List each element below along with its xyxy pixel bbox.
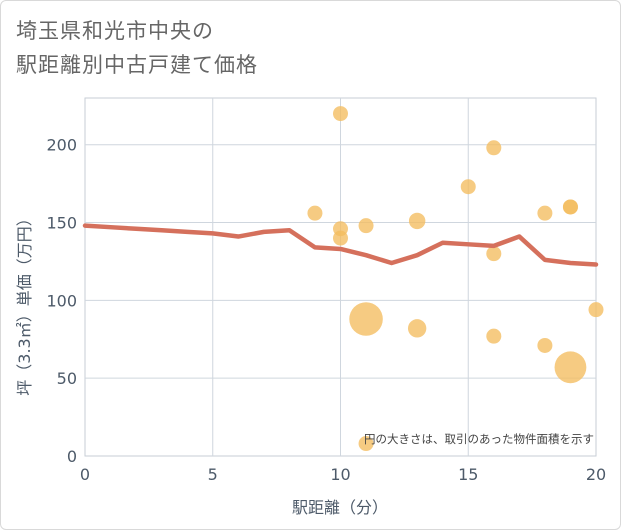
- data-bubble: [537, 205, 553, 221]
- data-bubble: [554, 351, 587, 384]
- data-bubble: [562, 199, 578, 215]
- x-tick-label: 20: [586, 465, 606, 484]
- data-bubble: [358, 436, 374, 452]
- data-bubble: [486, 140, 502, 156]
- x-axis-label: 駅距離（分）: [292, 498, 388, 517]
- x-tick-label: 0: [80, 465, 90, 484]
- bubble-layer: [307, 106, 604, 452]
- chart-title-line1: 埼玉県和光市中央の: [16, 19, 214, 43]
- y-tick-label: 200: [46, 136, 77, 155]
- x-tick-label: 10: [330, 465, 350, 484]
- data-bubble: [486, 328, 502, 344]
- x-tick-label: 5: [208, 465, 218, 484]
- y-tick-label: 50: [57, 369, 77, 388]
- data-bubble: [349, 302, 383, 336]
- bubble-size-note: 円の大きさは、取引のあった物件面積を示す: [364, 432, 594, 446]
- chart-title-line2: 駅距離別中古戸建て価格: [16, 53, 258, 77]
- chart-title: 埼玉県和光市中央の 駅距離別中古戸建て価格: [16, 14, 258, 82]
- data-bubble: [307, 205, 323, 221]
- y-axis-label: 坪（3.3㎡）単価（万円）: [15, 210, 34, 395]
- data-bubble: [333, 230, 348, 246]
- trend-layer: [82, 223, 599, 267]
- x-tick-label: 15: [458, 465, 478, 484]
- data-bubble: [588, 302, 604, 318]
- x-axis-ticks: 0 5 10 15 20: [80, 465, 606, 484]
- y-axis-ticks: 0 50 100 150 200: [46, 136, 77, 466]
- data-bubble: [537, 337, 553, 353]
- data-bubble: [333, 106, 348, 122]
- y-tick-label: 100: [46, 291, 77, 310]
- data-bubble: [408, 212, 426, 230]
- trend-line: [82, 223, 599, 267]
- y-tick-label: 150: [46, 214, 77, 233]
- data-bubble: [486, 246, 502, 262]
- y-tick-label: 0: [67, 447, 77, 466]
- data-bubble: [460, 179, 476, 195]
- data-bubble: [358, 218, 374, 234]
- data-bubble: [407, 319, 427, 338]
